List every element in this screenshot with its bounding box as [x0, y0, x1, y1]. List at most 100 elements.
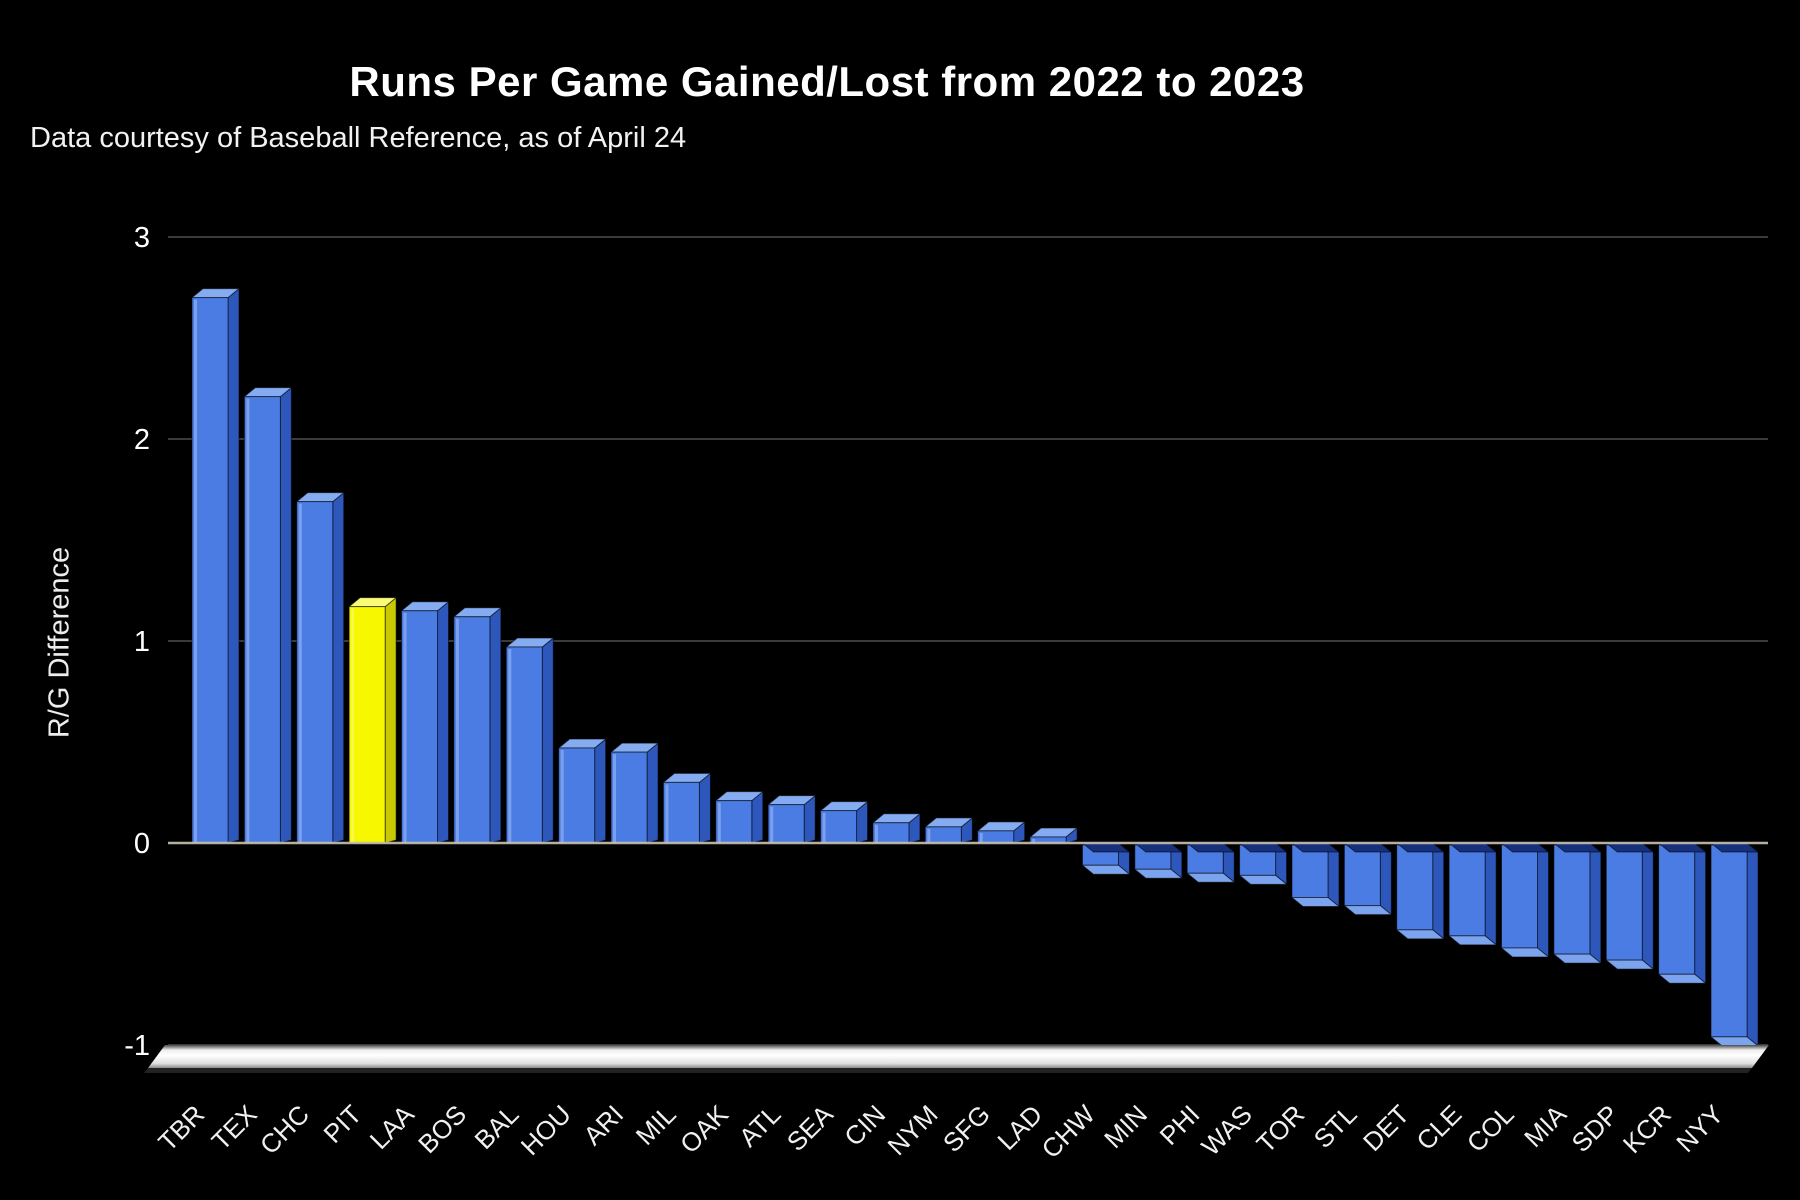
floor-shadow: [144, 1068, 1752, 1073]
bar-side-face: [279, 386, 292, 844]
bar-NYM: [923, 816, 974, 844]
bar-side-face: [541, 637, 554, 844]
bar-LAA: [400, 600, 450, 844]
bar-front-face: [558, 747, 596, 844]
y-tick-label: 3: [134, 222, 150, 254]
bar-front-face: [1658, 844, 1696, 975]
bar-front-face: [1501, 844, 1538, 949]
bar-COL: [1500, 841, 1550, 959]
bar-CIN: [871, 812, 922, 844]
bar-side-face: [698, 772, 711, 844]
bar-MIL: [662, 772, 712, 844]
bar-front-face: [296, 501, 334, 844]
bar-front-face: [820, 810, 858, 844]
bar-SEA: [819, 800, 869, 844]
bar-NYY: [1709, 841, 1760, 1047]
bar-ARI: [609, 742, 660, 844]
bar-side-face: [332, 491, 345, 844]
bar-front-face: [872, 822, 910, 844]
bar-front-face: [505, 646, 543, 844]
bar-bottom-face: [1657, 973, 1708, 984]
bar-side-face: [1484, 841, 1497, 946]
chart-subtitle: Data courtesy of Baseball Reference, as …: [30, 122, 687, 154]
bar-side-face: [437, 600, 450, 844]
bar-KCR: [1657, 841, 1708, 985]
bar-TBR: [190, 287, 241, 844]
bar-side-face: [1379, 841, 1392, 916]
bar-highlight-edge: [874, 824, 878, 843]
bar-SFG: [976, 820, 1027, 844]
bar-highlight-edge: [351, 608, 355, 843]
bar-BOS: [452, 606, 503, 844]
bar-WAS: [1238, 841, 1289, 886]
bar-bottom-face: [1185, 872, 1236, 883]
bar-side-face: [384, 596, 397, 844]
y-tick-label: 2: [134, 424, 150, 456]
bar-CHW: [1081, 841, 1131, 876]
bar-front-face: [348, 606, 386, 844]
x-tick-label-TBR: TBR: [152, 1099, 210, 1157]
bar-SDP: [1604, 841, 1655, 971]
x-axis-floor: [144, 1045, 1769, 1073]
bar-MIN: [1133, 841, 1184, 880]
bar-CHC: [295, 491, 346, 844]
bar-highlight-PIT: [347, 596, 398, 844]
bar-side-face: [227, 287, 240, 844]
x-tick-label-LAA: LAA: [364, 1099, 420, 1155]
bar-highlight-edge: [508, 649, 512, 843]
bar-STL: [1342, 841, 1393, 916]
x-tick-label-NYY: NYY: [1670, 1099, 1729, 1158]
bar-DET: [1395, 841, 1446, 940]
bar-front-face: [1553, 844, 1591, 955]
x-tick-label-ARI: ARI: [577, 1099, 629, 1151]
bar-highlight-edge: [403, 612, 407, 843]
x-tick-label-PIT: PIT: [318, 1099, 368, 1149]
bar-front-face: [1710, 844, 1748, 1038]
floor-band: [148, 1045, 1769, 1068]
bar-MIA: [1552, 841, 1603, 965]
x-tick-label-KCR: KCR: [1617, 1099, 1677, 1159]
bar-highlight-edge: [194, 299, 197, 844]
x-tick-label-DET: DET: [1357, 1099, 1415, 1157]
x-tick-label-BOS: BOS: [412, 1099, 472, 1159]
bar-HOU: [557, 738, 608, 844]
bar-front-face: [191, 297, 229, 844]
x-tick-label-CHW: CHW: [1036, 1099, 1101, 1164]
bar-highlight-edge: [613, 754, 617, 843]
bar-BAL: [504, 637, 555, 844]
x-tick-label-BAL: BAL: [469, 1099, 525, 1155]
y-tick-label: 0: [134, 828, 150, 860]
bar-side-face: [594, 738, 607, 844]
bar-highlight-edge: [560, 750, 564, 843]
bar-bottom-face: [1081, 864, 1131, 875]
bar-side-face: [1327, 841, 1340, 908]
bar-front-face: [977, 830, 1015, 844]
x-tick-label-MIA: MIA: [1518, 1099, 1572, 1153]
bar-front-face: [453, 616, 491, 844]
x-tick-label-COL: COL: [1461, 1099, 1520, 1158]
bar-highlight-edge: [770, 806, 774, 843]
bar-front-face: [924, 826, 962, 844]
bar-TEX: [242, 386, 293, 844]
x-tick-label-WAS: WAS: [1195, 1099, 1257, 1161]
bar-front-face: [401, 610, 439, 844]
x-tick-label-SFG: SFG: [937, 1099, 996, 1158]
bar-side-face: [489, 606, 502, 844]
x-tick-label-SEA: SEA: [781, 1099, 839, 1157]
bar-LAD: [1028, 826, 1079, 844]
x-tick-label-MIL: MIL: [630, 1099, 682, 1151]
x-tick-label-SDP: SDP: [1565, 1099, 1624, 1158]
bar-bottom-face: [1395, 929, 1446, 940]
x-tick-label-TOR: TOR: [1251, 1099, 1311, 1159]
x-tick-label-CIN: CIN: [838, 1099, 891, 1152]
bars: [190, 287, 1760, 1047]
x-tick-label-MIN: MIN: [1098, 1099, 1153, 1154]
bar-CLE: [1447, 841, 1498, 946]
bar-highlight-edge: [717, 802, 721, 843]
x-tick-label-OAK: OAK: [674, 1099, 735, 1160]
bar-front-face: [610, 751, 648, 844]
bar-side-face: [1746, 841, 1759, 1047]
bar-bottom-face: [1500, 947, 1550, 958]
